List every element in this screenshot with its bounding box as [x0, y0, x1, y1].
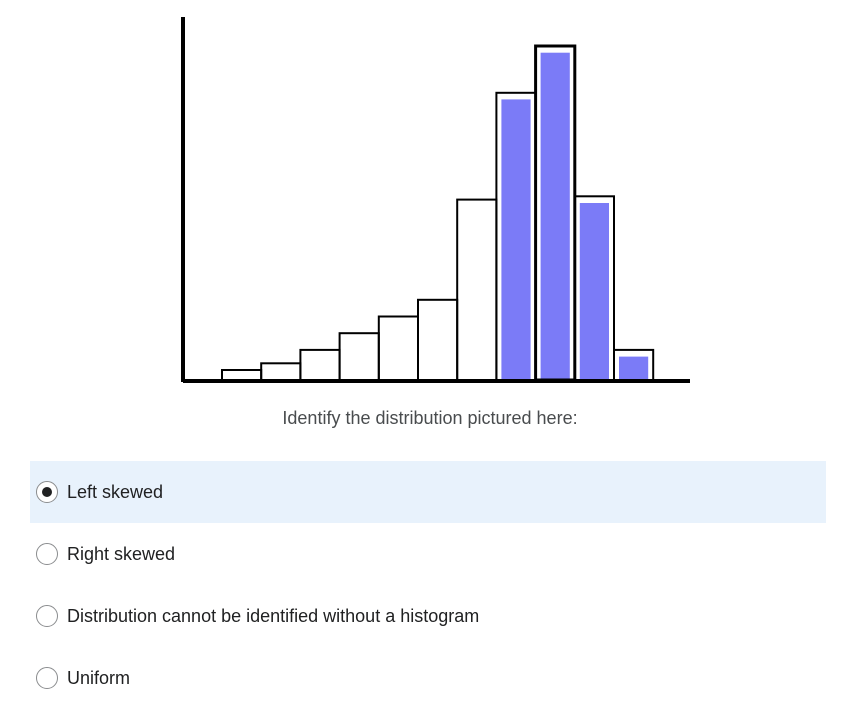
question-prompt: Identify the distribution pictured here: [282, 408, 578, 428]
histogram-bar [338, 332, 380, 382]
histogram-bar [221, 369, 263, 381]
option-uniform[interactable]: Uniform [30, 647, 826, 709]
distribution-chart [181, 17, 690, 383]
radio-button[interactable] [36, 605, 58, 627]
option-label: Left skewed [67, 481, 164, 502]
option-label: Uniform [67, 667, 131, 688]
histogram-bar [299, 348, 341, 381]
overlay-bar [579, 203, 609, 380]
overlay-bar [501, 99, 531, 381]
option-right-skewed[interactable]: Right skewed [30, 523, 826, 585]
option-label: Right skewed [67, 543, 176, 564]
overlay-bar [619, 356, 649, 380]
option-needs-histogram[interactable]: Distribution cannot be identified withou… [30, 585, 826, 647]
overlay-bar [540, 52, 570, 380]
radio-button[interactable] [36, 481, 58, 503]
radio-button[interactable] [36, 667, 58, 689]
overlay-bar-group [501, 52, 649, 381]
histogram-bar [456, 198, 498, 381]
radio-selected-dot-icon [42, 487, 52, 497]
option-left-skewed[interactable]: Left skewed [30, 461, 826, 523]
answer-options: Left skewed Right skewed Distribution ca… [30, 461, 826, 709]
outline-bar-group [221, 44, 655, 382]
radio-button[interactable] [36, 543, 58, 565]
histogram-bar [260, 362, 302, 381]
histogram-bar [417, 298, 459, 381]
option-label: Distribution cannot be identified withou… [67, 605, 480, 626]
histogram-bar [377, 315, 420, 381]
